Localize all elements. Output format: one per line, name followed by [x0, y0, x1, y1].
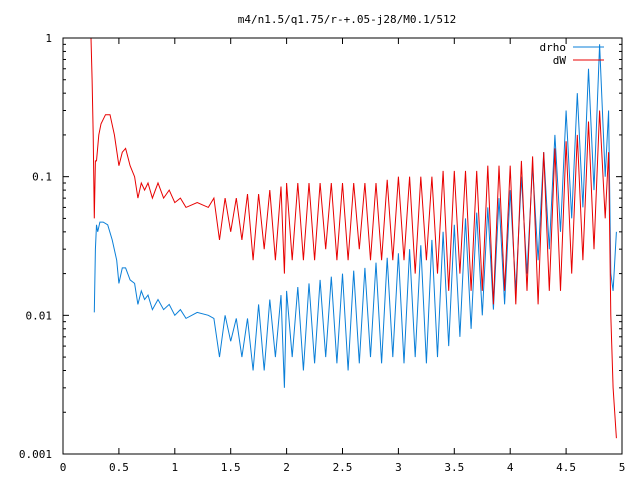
x-tick-label: 4.5 — [556, 461, 576, 474]
y-tick-label: 0.001 — [19, 448, 52, 461]
x-tick-label: 1 — [171, 461, 178, 474]
x-tick-label: 3 — [395, 461, 402, 474]
legend-label-dW: dW — [553, 54, 567, 67]
x-tick-label: 0.5 — [109, 461, 129, 474]
y-tick-label: 1 — [45, 32, 52, 45]
series-line-dW — [90, 37, 617, 439]
y-tick-label: 0.1 — [32, 171, 52, 184]
x-tick-label: 3.5 — [444, 461, 464, 474]
plot-area — [90, 37, 617, 439]
x-tick-label: 1.5 — [221, 461, 241, 474]
x-axis: 0 0.5 1 1.5 2 2.5 3 3.5 4 4.5 5 — [60, 38, 626, 474]
x-tick-label: 0 — [60, 461, 67, 474]
x-tick-label: 2.5 — [333, 461, 353, 474]
chart-title: m4/n1.5/q1.75/r-+.05-j28/M0.1/512 — [238, 13, 457, 26]
plot-frame — [62, 37, 623, 455]
y-tick-label: 0.01 — [26, 309, 53, 322]
x-tick-label: 4 — [507, 461, 514, 474]
x-tick-label: 2 — [283, 461, 290, 474]
legend-label-drho: drho — [540, 41, 567, 54]
x-tick-label: 5 — [619, 461, 626, 474]
